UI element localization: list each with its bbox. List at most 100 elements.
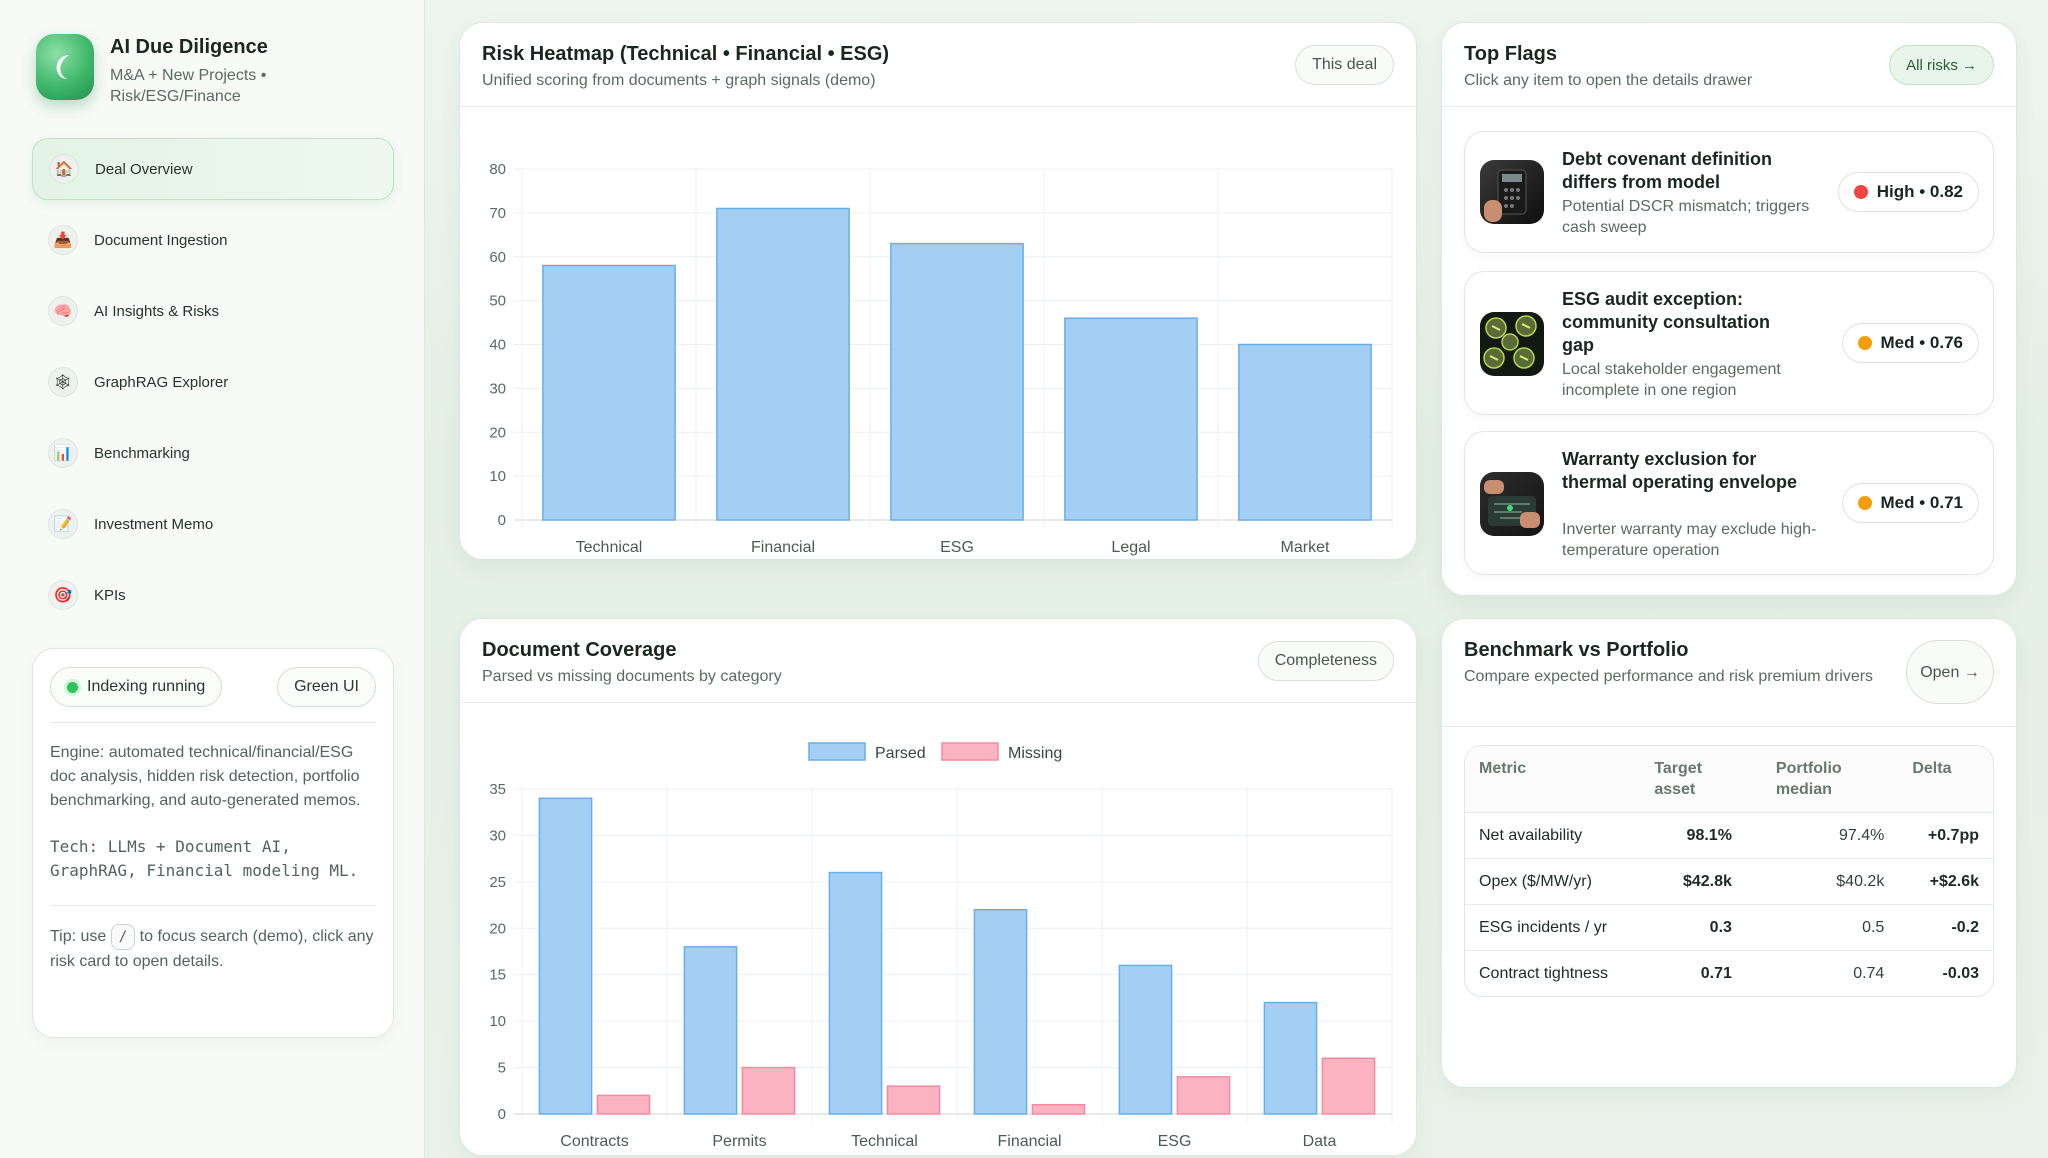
leaves-thumbnail-icon (1480, 312, 1544, 376)
nav-label: Deal Overview (95, 160, 193, 178)
x-tick-label: Financial (751, 539, 815, 556)
risk-heatmap-subtitle: Unified scoring from documents + graph s… (482, 72, 876, 89)
benchmark-card: Benchmark vs Portfolio Compare expected … (1441, 618, 2017, 1088)
bar (538, 797, 593, 1115)
indexing-status-label: Indexing running (87, 678, 206, 695)
risk-heatmap-chart: 0 10 20 30 40 50 60 70 80 Technical Financial ESG Le… (489, 161, 1393, 556)
flag-title: ESG audit exception: community consultat… (1562, 289, 1771, 355)
severity-badge-label: High • 0.82 (1876, 182, 1963, 201)
bar (890, 242, 1024, 521)
table-row: ESG incidents / yr 0.3 0.5 -0.2 (1465, 904, 1993, 950)
severity-badge-label: Med • 0.76 (1880, 333, 1964, 352)
y-tick-label: 50 (489, 293, 506, 310)
x-tick-label: Financial (997, 1133, 1061, 1150)
tip-prefix: Tip: use (50, 928, 107, 945)
flag-description: Potential DSCR mismatch; triggers cash s… (1562, 198, 1810, 236)
y-tick-label: 10 (489, 468, 506, 485)
brain-icon: 🧠 (48, 296, 78, 326)
status-dot-icon (67, 681, 78, 693)
nav-item-ai-insights[interactable]: 🧠 AI Insights & Risks (32, 280, 394, 342)
column-header: Delta (1898, 746, 1993, 812)
y-tick-label: 40 (489, 337, 506, 354)
flag-description: Local stakeholder engagement incomplete … (1562, 361, 1781, 399)
risk-flag-card[interactable]: Warranty exclusion for thermal operating… (1464, 431, 1994, 575)
nav-label: Document Ingestion (94, 231, 228, 249)
risk-flag-card[interactable]: Debt covenant definition differs from mo… (1464, 131, 1994, 253)
delta-cell: +$2.6k (1929, 873, 1979, 890)
nav-label: Investment Memo (94, 515, 214, 533)
y-tick-label: 30 (489, 380, 506, 397)
theme-pill[interactable]: Green UI (277, 667, 376, 707)
document-coverage-chart: 0 5 10 15 20 25 30 35 Contracts Permits Technical F… (489, 742, 1393, 1150)
y-tick-label: 70 (489, 205, 506, 222)
target-cell: $42.8k (1682, 873, 1732, 890)
calculator-thumbnail-icon (1480, 160, 1544, 224)
flag-description: Inverter warranty may exclude high-tempe… (1562, 521, 1817, 559)
y-tick-label: 80 (489, 161, 506, 178)
document-coverage-card: Document Coverage Parsed vs missing docu… (459, 618, 1417, 1156)
nav-item-investment-memo[interactable]: 📝 Investment Memo (32, 493, 394, 555)
open-benchmark-button[interactable]: Open → (1906, 640, 1994, 704)
status-card: Indexing running Green UI Engine: automa… (32, 648, 394, 1038)
bar (716, 207, 850, 521)
y-tick-label: 0 (498, 512, 506, 529)
x-tick-label: Technical (851, 1133, 918, 1150)
bar (1321, 1057, 1376, 1115)
x-tick-label: Data (1303, 1133, 1337, 1150)
inbox-tray-icon: 📥 (48, 225, 78, 255)
target-cell: 0.3 (1709, 919, 1732, 936)
app-logo-icon (36, 34, 94, 100)
sidebar-nav: 🏠 Deal Overview 📥 Document Ingestion 🧠 A… (32, 138, 394, 635)
completeness-button[interactable]: Completeness (1257, 641, 1394, 681)
risk-heatmap-title: Risk Heatmap (Technical • Financial • ES… (482, 43, 890, 65)
nav-label: AI Insights & Risks (94, 302, 220, 320)
column-header: Target asset (1624, 746, 1746, 812)
top-flags-subtitle: Click any item to open the details drawe… (1464, 72, 1753, 89)
medium-severity-dot-icon (1857, 496, 1872, 510)
risk-heatmap-card: Risk Heatmap (Technical • Financial • ES… (459, 22, 1417, 560)
metric-cell: Contract tightness (1479, 965, 1608, 982)
nav-item-deal-overview[interactable]: 🏠 Deal Overview (32, 138, 394, 200)
circuit-board-thumbnail-icon (1480, 472, 1544, 536)
severity-badge: Med • 0.71 (1841, 483, 1979, 523)
y-tick-label: 0 (498, 1106, 506, 1123)
bar (886, 1085, 941, 1115)
theme-label: Green UI (294, 678, 359, 695)
x-tick-label: Market (1281, 539, 1330, 556)
legend-label: Parsed (875, 745, 926, 762)
metric-cell: Opex ($/MW/yr) (1479, 873, 1592, 890)
this-deal-button[interactable]: This deal (1295, 45, 1394, 85)
tech-description: Tech: LLMs + Document AI, GraphRAG, Fina… (50, 837, 359, 880)
risk-flag-card[interactable]: ESG audit exception: community consultat… (1464, 271, 1994, 415)
benchmark-table: Metric Target asset Portfolio median Del… (1464, 745, 1994, 997)
median-cell: 0.5 (1862, 919, 1885, 936)
table-row: Contract tightness 0.71 0.74 -0.03 (1465, 950, 1993, 996)
column-header: Portfolio median (1745, 746, 1899, 812)
bar-chart-icon: 📊 (48, 438, 78, 468)
flag-title: Warranty exclusion for thermal operating… (1562, 449, 1798, 492)
metric-cell: Net availability (1479, 827, 1583, 844)
median-cell: 0.74 (1853, 965, 1885, 982)
high-severity-dot-icon (1853, 185, 1868, 199)
all-risks-button[interactable]: All risks → (1889, 45, 1994, 85)
nav-label: KPIs (94, 586, 126, 604)
target-cell: 0.71 (1700, 965, 1732, 982)
bar (973, 908, 1028, 1115)
nav-item-document-ingestion[interactable]: 📥 Document Ingestion (32, 209, 394, 271)
nav-label: GraphRAG Explorer (94, 373, 229, 391)
x-tick-label: Permits (712, 1133, 766, 1150)
y-tick-label: 20 (489, 920, 506, 937)
target-icon: 🎯 (48, 580, 78, 610)
indexing-status-pill[interactable]: Indexing running (50, 667, 223, 707)
y-tick-label: 25 (489, 874, 506, 891)
severity-badge: Med • 0.76 (1841, 323, 1979, 363)
nav-item-graphrag-explorer[interactable]: 🕸 GraphRAG Explorer (32, 351, 394, 413)
bar (741, 1066, 796, 1115)
nav-item-benchmarking[interactable]: 📊 Benchmarking (32, 422, 394, 484)
legend-swatch (808, 742, 866, 761)
app-subtitle: M&A + New Projects • Risk/ESG/Finance (110, 67, 267, 105)
graph-network-icon: 🕸 (48, 367, 78, 397)
nav-item-kpis[interactable]: 🎯 KPIs (32, 564, 394, 626)
benchmark-subtitle: Compare expected performance and risk pr… (1464, 668, 1874, 685)
metric-cell: ESG incidents / yr (1479, 919, 1608, 936)
